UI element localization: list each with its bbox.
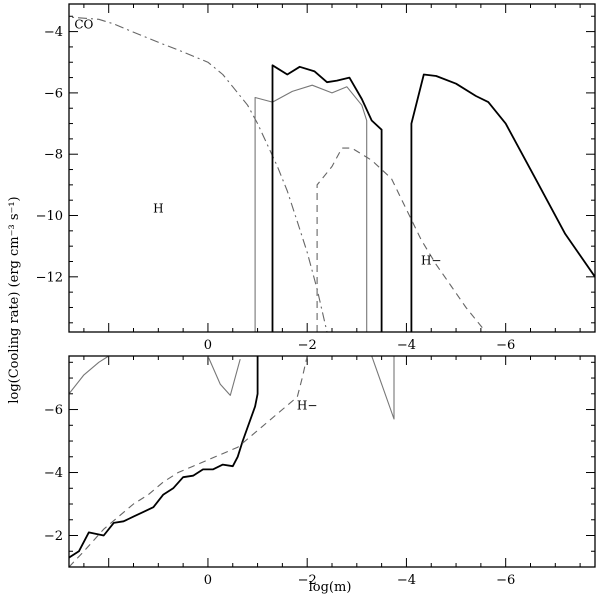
series-thin-dip-1 [207,356,241,396]
top-series-group [69,16,595,332]
top-axis-ticks [69,4,595,332]
y-tick-label: −4 [44,466,63,481]
series-h-thin [254,84,368,332]
x-tick-label: −6 [496,573,515,588]
series-thick [69,356,259,559]
x-tick-label: −4 [397,338,416,353]
annotation-label: H− [297,399,318,413]
series-hminus [316,147,487,332]
x-tick-label: −2 [298,338,317,353]
annotation-label: CO [74,18,93,32]
x-tick-label: −4 [397,573,416,588]
series-co [69,16,328,332]
bottom-panel: 0 −2 −4 −6 −2 −4 −6 H− [44,355,596,588]
bottom-plot-frame [68,355,596,568]
bottom-annotations: H− [297,399,318,413]
y-tick-label: −6 [44,86,63,101]
series-thin-top-left [69,356,109,395]
bottom-axis-ticks [69,356,595,568]
series-h-thick-2 [410,73,595,332]
series-hminus [69,356,308,567]
annotation-label: H− [421,254,442,268]
x-tick-label: −2 [298,573,317,588]
y-tick-label: −12 [36,270,63,285]
x-tick-label: −6 [496,338,515,353]
x-axis-label: log(m) [309,580,352,595]
bottom-series-group [69,356,395,567]
series-h-thick-1 [271,64,383,332]
x-tick-label: 0 [204,338,212,353]
top-panel: 0 −2 −4 −6 −4 −6 −8 −10 −12 CO H H− [36,3,596,353]
y-tick-label: −2 [44,529,63,544]
top-annotations: CO H H− [74,18,441,268]
series-thin-dip-2 [371,356,395,420]
y-tick-label: −8 [44,148,63,163]
top-plot-frame [68,3,596,333]
x-tick-label: 0 [204,573,212,588]
y-tick-label: −10 [36,209,63,224]
y-tick-label: −6 [44,403,63,418]
bottom-tick-labels: 0 −2 −4 −6 −2 −4 −6 [44,403,515,588]
y-tick-label: −4 [44,25,63,40]
top-tick-labels: 0 −2 −4 −6 −4 −6 −8 −10 −12 [36,25,516,353]
annotation-label: H [153,201,163,215]
y-axis-label: log(Cooling rate) (erg cm⁻³ s⁻¹) [7,196,22,403]
